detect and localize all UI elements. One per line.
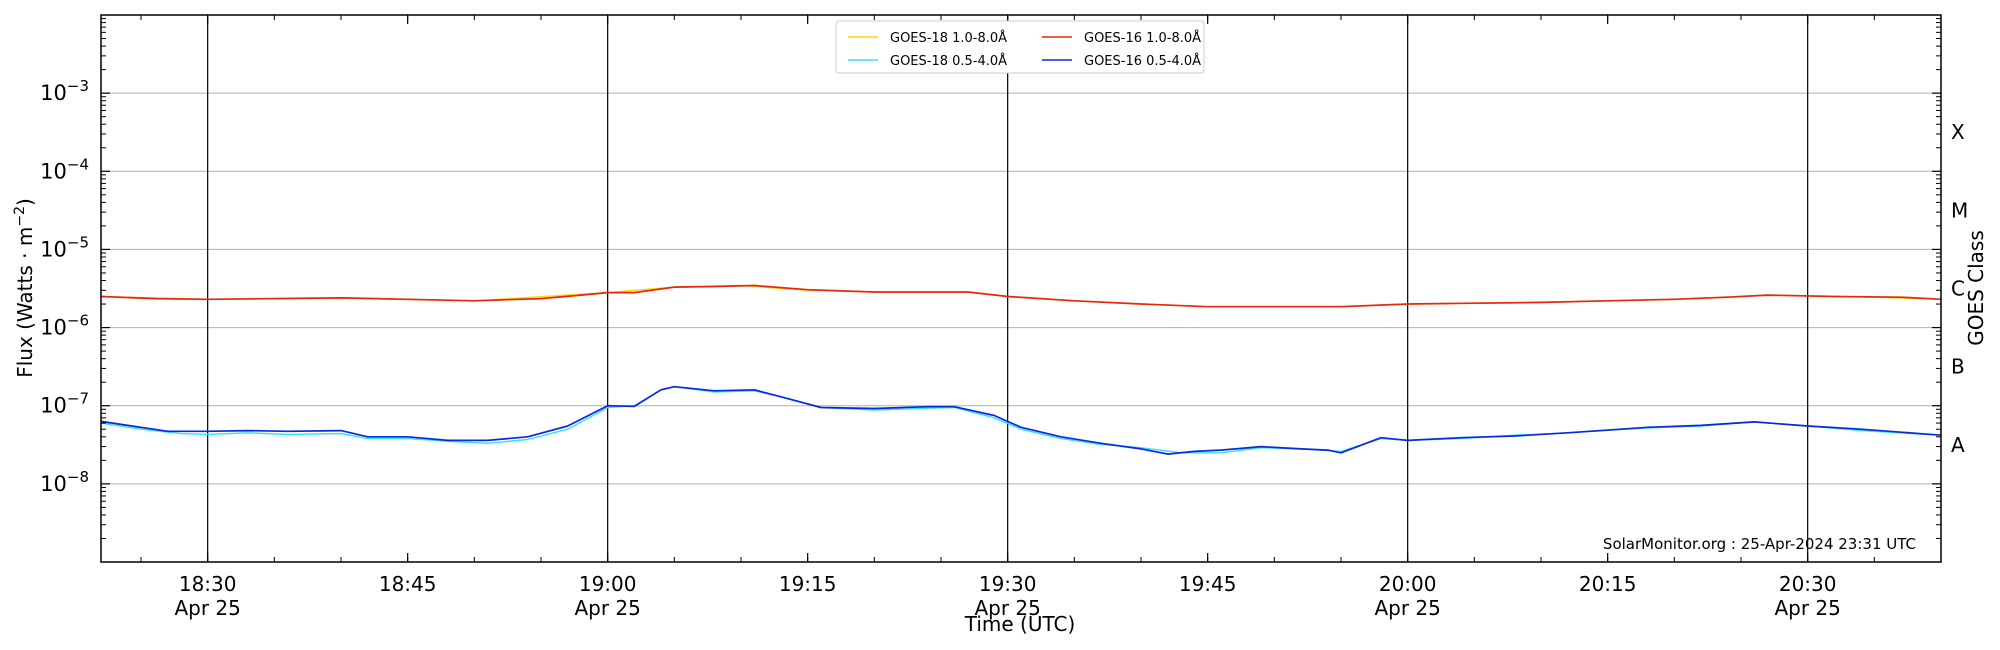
plot-frame xyxy=(100,14,1942,563)
x-tick-label: 20:00 xyxy=(1379,572,1437,596)
legend-label: GOES-16 1.0-8.0Å xyxy=(1084,30,1201,46)
x-tick-label: 19:30 xyxy=(979,572,1037,596)
x-tick-label: 19:15 xyxy=(779,572,837,596)
y-tick-label: 10−5 xyxy=(40,233,89,261)
x-tick-label: 19:45 xyxy=(1179,572,1237,596)
goes-class-letter: X xyxy=(1951,120,1965,144)
y-axis-label: Flux (Watts · m−2) xyxy=(12,198,37,378)
grid-lines xyxy=(101,15,1941,562)
x-tick-label: 19:00 xyxy=(579,572,637,596)
legend-box xyxy=(835,20,1205,74)
x-tick-date-label: Apr 25 xyxy=(174,596,240,620)
x-tick-label: 18:45 xyxy=(379,572,437,596)
x-tick-date-label: Apr 25 xyxy=(1374,596,1440,620)
goes-class-label: GOES Class xyxy=(1964,230,1988,346)
x-tick-label: 20:15 xyxy=(1579,572,1637,596)
series-line xyxy=(100,284,1942,308)
series-lines xyxy=(100,284,1942,455)
y-tick-label: 10−7 xyxy=(40,390,89,418)
goes-class-letter: M xyxy=(1951,198,1968,222)
x-tick-date-label: Apr 25 xyxy=(1774,596,1840,620)
goes-class-letter: C xyxy=(1951,277,1965,301)
x-tick-date-label: Apr 25 xyxy=(574,596,640,620)
goes-class-letter: A xyxy=(1951,433,1965,457)
legend-label: GOES-18 1.0-8.0Å xyxy=(890,30,1007,46)
watermark: SolarMonitor.org : 25-Apr-2024 23:31 UTC xyxy=(1603,535,1916,553)
legend: GOES-18 1.0-8.0Å GOES-18 0.5-4.0Å GOES-16 … xyxy=(835,20,1205,74)
x-tick-date-label: Apr 25 xyxy=(974,596,1040,620)
y-tick-label: 10−6 xyxy=(40,312,89,340)
y-tick-label: 10−3 xyxy=(40,77,89,105)
y-tick-label: 10−8 xyxy=(40,468,89,496)
series-line xyxy=(100,385,1942,455)
x-axis-label: Time (UTC) xyxy=(964,612,1076,636)
goes-class-letter: B xyxy=(1951,355,1965,379)
x-tick-label: 18:30 xyxy=(179,572,237,596)
y-tick-label: 10−4 xyxy=(40,155,89,183)
legend-label: GOES-16 0.5-4.0Å xyxy=(1084,53,1201,69)
x-tick-label: 20:30 xyxy=(1779,572,1837,596)
legend-label: GOES-18 0.5-4.0Å xyxy=(890,53,1007,69)
